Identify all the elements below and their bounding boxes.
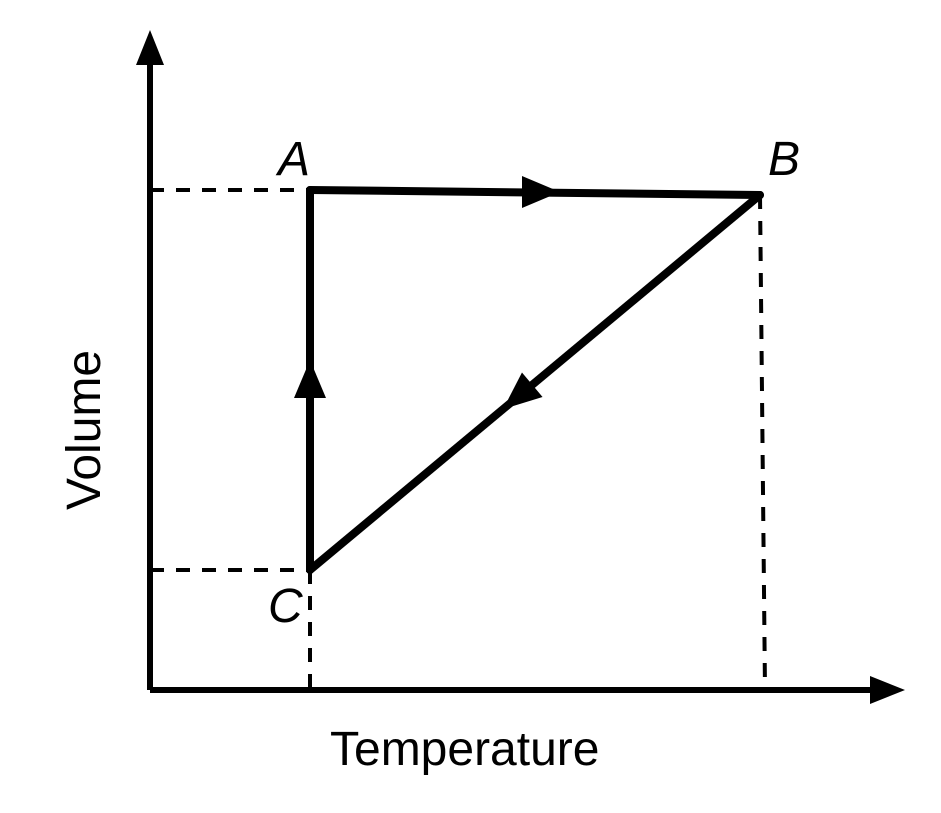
y-axis-arrow <box>136 30 164 65</box>
arrow-a-b <box>522 176 560 208</box>
process-cycle <box>294 176 760 570</box>
arrow-c-a <box>294 360 326 398</box>
x-axis-arrow <box>870 676 905 704</box>
x-axis-label: Temperature <box>330 723 599 776</box>
vt-diagram: A B C Temperature Volume <box>20 20 920 790</box>
label-b: B <box>768 133 800 186</box>
chart-svg: A B C Temperature Volume <box>20 20 920 790</box>
dashed-b-down <box>760 195 765 690</box>
label-c: C <box>268 580 303 633</box>
axes <box>136 30 905 704</box>
y-axis-label: Volume <box>58 350 111 510</box>
process-b-c <box>310 195 760 570</box>
label-a: A <box>275 133 310 186</box>
